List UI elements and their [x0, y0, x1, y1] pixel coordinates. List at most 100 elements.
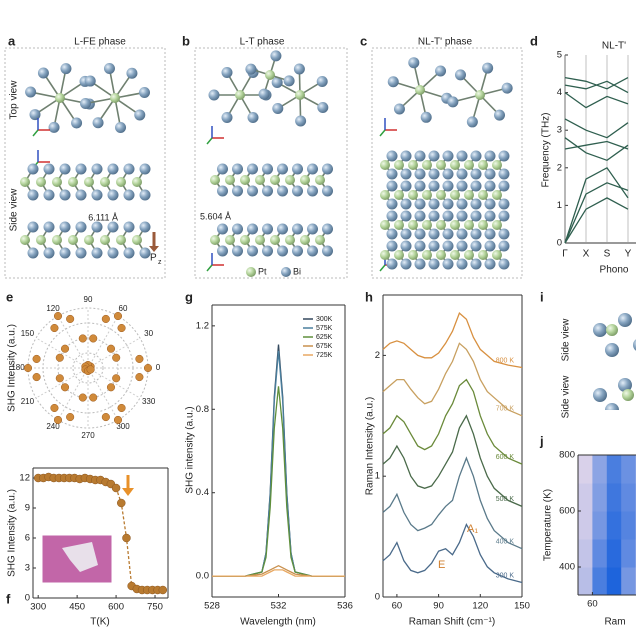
bi-atom	[277, 245, 288, 257]
pt-atom	[295, 90, 305, 100]
x-tick-label: 60	[392, 601, 403, 612]
data-point	[135, 373, 144, 382]
series-line	[564, 92, 629, 109]
x-tick-label: 528	[204, 601, 220, 612]
heatmap-cell	[592, 567, 608, 595]
bi-atom	[43, 163, 55, 175]
pt-atom	[492, 220, 502, 230]
bi-atom	[316, 75, 328, 87]
pt-atom	[132, 235, 142, 245]
bi-atom	[442, 150, 454, 162]
series-line	[382, 456, 523, 550]
pt-atom	[68, 177, 78, 187]
bi-atom	[428, 180, 440, 192]
bi-atom	[484, 228, 496, 240]
pt-atom	[450, 250, 460, 260]
bi-atom	[498, 180, 510, 192]
legend-label: Bi	[293, 266, 301, 276]
x-axis-label: Ram	[604, 617, 625, 628]
bi-atom	[456, 210, 468, 222]
pt-atom	[422, 220, 432, 230]
data-point	[101, 413, 110, 422]
series-line	[212, 564, 345, 577]
bi-atom	[414, 210, 426, 222]
x-tick-label: 120	[472, 601, 488, 612]
pt-atom	[100, 235, 110, 245]
bi-atom	[484, 198, 496, 210]
pt-atom	[478, 190, 488, 200]
bi-atom	[277, 163, 288, 175]
bi-atom	[400, 180, 412, 192]
pt-atom	[255, 235, 265, 245]
bi-atom	[484, 150, 496, 162]
bi-atom	[123, 247, 135, 259]
bi-atom	[386, 210, 398, 222]
panel-label: a	[8, 33, 16, 48]
pt-atom	[436, 220, 446, 230]
bi-atom	[386, 180, 398, 192]
x-axis-label: Raman Shift (cm⁻¹)	[409, 617, 495, 628]
bi-atom	[414, 168, 426, 180]
bi-atom	[484, 240, 496, 252]
bi-atom	[126, 67, 138, 79]
y-tick-label: 0.8	[196, 404, 209, 415]
bi-atom	[91, 189, 103, 201]
pt-atom	[475, 90, 485, 100]
heatmap-cell	[592, 455, 608, 484]
y-axis-label: SHG Intensity (a.u.)	[7, 489, 18, 577]
pt-atom	[255, 175, 265, 185]
bi-atom	[123, 189, 135, 201]
bi-atom	[442, 180, 454, 192]
pt-atom	[408, 250, 418, 260]
bi-atom	[258, 88, 270, 100]
series-line	[382, 342, 523, 417]
structure-i	[593, 313, 636, 410]
bi-atom	[292, 245, 303, 257]
bi-atom	[221, 66, 233, 78]
bi-atom	[80, 98, 92, 110]
bi-atom	[414, 228, 426, 240]
pt-atom	[55, 93, 65, 103]
series-line	[212, 350, 345, 577]
bi-atom	[262, 185, 273, 197]
bi-atom	[386, 198, 398, 210]
y-tick-label: 0	[375, 592, 380, 603]
view-label: Side view	[561, 375, 572, 419]
y-tick-label: 0.0	[196, 571, 209, 582]
pt-atom	[492, 190, 502, 200]
y-tick-label: 1.2	[196, 320, 209, 331]
pt-atom	[478, 250, 488, 260]
x-axis-label: T(K)	[90, 617, 109, 628]
data-point	[32, 373, 41, 382]
bi-atom	[107, 247, 119, 259]
pt-atom	[315, 235, 325, 245]
panel-label: h	[365, 289, 373, 304]
angle-tick-label: 300	[116, 422, 130, 431]
pt-atom	[116, 235, 126, 245]
data-point	[143, 363, 153, 373]
data-point	[117, 323, 126, 333]
bi-atom	[435, 65, 447, 77]
bi-atom	[293, 63, 305, 75]
pt-atom	[436, 190, 446, 200]
bi-atom	[456, 198, 468, 210]
bi-atom	[386, 228, 398, 240]
legend-label: 725K	[316, 352, 333, 359]
bi-atom	[414, 240, 426, 252]
heatmap-cell	[592, 511, 608, 540]
y-axis-label: Temperature (K)	[543, 489, 554, 561]
polar-spoke	[87, 315, 119, 369]
bi-atom	[482, 62, 494, 74]
pt-atom	[68, 235, 78, 245]
pt-atom	[84, 235, 94, 245]
pt-atom	[240, 235, 250, 245]
bi-atom	[277, 223, 288, 235]
y-tick-label: 5	[557, 50, 562, 61]
panel-frame	[371, 47, 523, 279]
series-label: 700 K	[496, 406, 515, 413]
bi-atom	[59, 189, 71, 201]
y-tick-label: 800	[559, 450, 575, 461]
pt-atom	[478, 220, 488, 230]
data-point	[122, 533, 131, 543]
data-point	[113, 311, 123, 321]
